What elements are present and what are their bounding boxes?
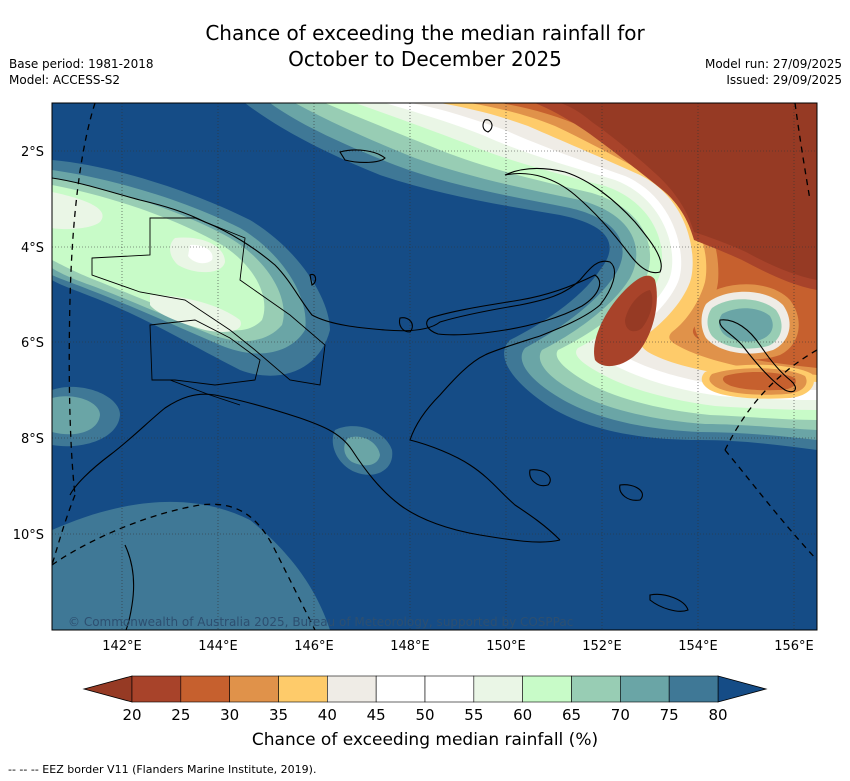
lon-label: 146°E — [294, 639, 334, 654]
colorbar-swatch — [571, 675, 621, 703]
colorbar-under-arrow — [82, 675, 133, 703]
colorbar-swatch — [668, 675, 719, 703]
colorbar-label: Chance of exceeding median rainfall (%) — [251, 730, 599, 750]
issued-date: Issued: 29/09/2025 — [726, 73, 842, 87]
colorbar-swatch — [424, 675, 475, 703]
colorbar-swatch — [327, 675, 377, 703]
model-run-date: Model run: 27/09/2025 — [704, 57, 842, 71]
arc-20 — [560, 103, 817, 280]
colorbar-swatch — [180, 675, 230, 703]
latitude-labels: 2°S 4°S 6°S 8°S 10°S — [13, 145, 44, 543]
colorbar-swatch — [375, 675, 426, 703]
copyright-notice: © Commonwealth of Australia 2025, Bureau… — [68, 615, 573, 629]
bougainville-70 — [719, 308, 773, 342]
lat-label: 4°S — [21, 241, 44, 256]
highlands-patch-55-west — [52, 192, 103, 230]
title-line-1: Chance of exceeding the median rainfall … — [205, 21, 645, 45]
patch-70-central — [344, 436, 380, 466]
colorbar-swatch — [278, 675, 328, 703]
lon-label: 154°E — [678, 639, 718, 654]
graticule — [52, 103, 817, 630]
colorbar-over-arrow — [717, 675, 768, 703]
colorbar-tick-label: 20 — [122, 706, 141, 724]
colorbar-tick-label: 80 — [708, 706, 727, 724]
lon-label: 148°E — [390, 639, 430, 654]
lat-label: 8°S — [21, 432, 44, 447]
colorbar-tick-label: 65 — [562, 706, 581, 724]
colorbar-tick-label: 40 — [318, 706, 337, 724]
map-area: © Commonwealth of Australia 2025, Bureau… — [52, 103, 817, 630]
colorbar-tick-label: 75 — [660, 706, 679, 724]
highlands-band-60 — [52, 185, 265, 331]
colorbar-tick-label: 30 — [220, 706, 239, 724]
map-title: Chance of exceeding the median rainfall … — [0, 20, 850, 72]
lon-label: 152°E — [582, 639, 622, 654]
colorbar-swatch — [131, 675, 182, 703]
lat-label: 2°S — [21, 145, 44, 160]
map-frame — [51, 102, 818, 631]
model-name: Model: ACCESS-S2 — [9, 73, 121, 87]
colorbar — [82, 675, 768, 703]
eez-borders — [52, 103, 817, 630]
issue-info: Model run: 27/09/2025 Issued: 29/09/2025 — [705, 56, 842, 88]
title-line-2: October to December 2025 — [288, 47, 562, 71]
lat-label: 6°S — [21, 336, 44, 351]
base-period: Base period: 1981-2018 — [9, 57, 154, 71]
solomon-patch-30 — [722, 372, 796, 391]
colorbar-swatch — [229, 675, 279, 703]
lon-label: 150°E — [486, 639, 526, 654]
colorbar-swatch — [473, 675, 523, 703]
coastlines — [52, 119, 796, 630]
colorbar-tick-label: 55 — [464, 706, 483, 724]
eez-legend-note: -- -- -- EEZ border V11 (Flanders Marine… — [8, 763, 317, 776]
colorbar-tick-label: 50 — [415, 706, 434, 724]
colorbar-tick-label: 60 — [513, 706, 532, 724]
lobe-20-new-britain — [625, 290, 653, 332]
highlands-patch-50 — [188, 244, 213, 264]
colorbar-swatch — [620, 675, 670, 703]
west-patch-70 — [52, 396, 100, 435]
colorbar-tick-label: 35 — [269, 706, 288, 724]
lon-label: 142°E — [102, 639, 142, 654]
colorbar-tick-label: 25 — [171, 706, 190, 724]
longitude-labels: 142°E 144°E 146°E 148°E 150°E 152°E 154°… — [102, 639, 814, 654]
colorbar-swatch — [522, 675, 572, 703]
lon-label: 144°E — [198, 639, 238, 654]
colorbar-tick-labels: 20 25 30 35 40 45 50 55 60 65 70 75 80 — [122, 706, 727, 724]
model-info: Base period: 1981-2018 Model: ACCESS-S2 — [9, 56, 154, 88]
colorbar-tick-label: 45 — [367, 706, 386, 724]
colorbar-tick-label: 70 — [611, 706, 630, 724]
lon-label: 156°E — [774, 639, 814, 654]
lat-label: 10°S — [13, 528, 44, 543]
